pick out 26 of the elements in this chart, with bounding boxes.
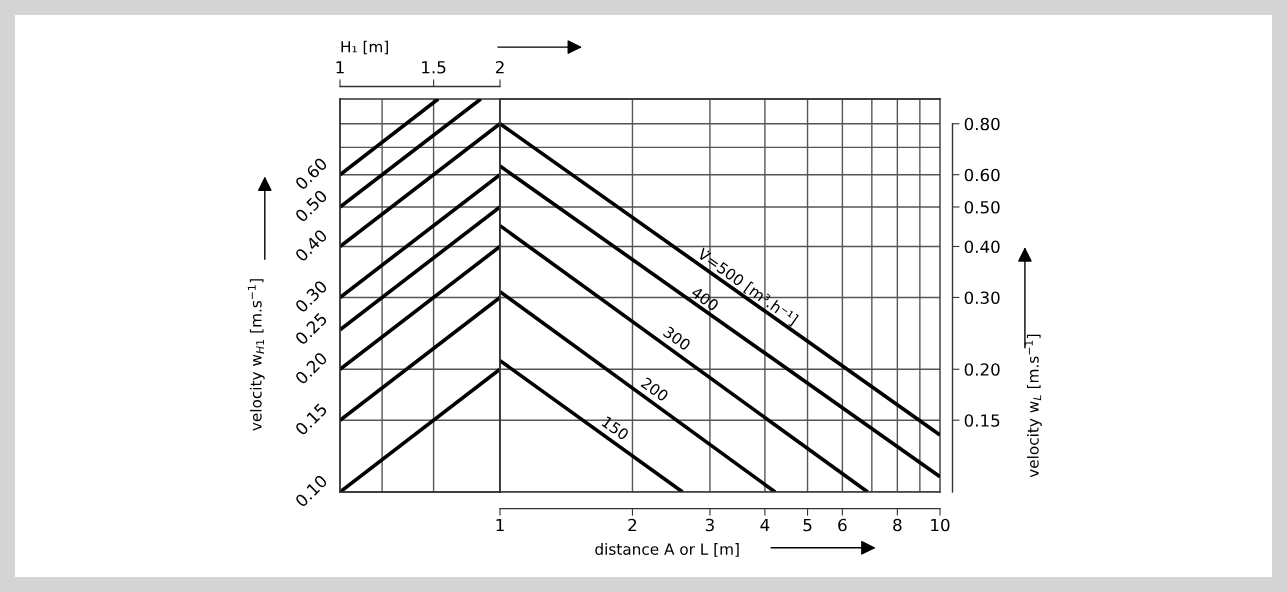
annotation: 300 (662, 325, 692, 351)
x-tick-label: 2 (628, 518, 637, 532)
x-axis-title: distance A or L [m] (595, 543, 739, 557)
y-tick-label: 0.30 (964, 291, 1000, 305)
annotation: 150 (601, 415, 630, 441)
x-tick-label: 1 (496, 518, 504, 532)
y-tick-label: 0.60 (964, 168, 1000, 182)
x-tick-label: 6 (838, 518, 847, 532)
x-tick-label: 4 (760, 518, 770, 532)
x-tick-label: 8 (893, 518, 902, 532)
x-axis-title: H₁ [m] (341, 40, 388, 55)
x-tick-label: 3 (705, 518, 714, 532)
x-tick-label: 1.5 (422, 61, 446, 74)
y-tick-label: 0.15 (964, 414, 1000, 427)
x-tick-label: 10 (931, 518, 950, 532)
annotation: 400 (690, 286, 720, 312)
annotation: 200 (640, 376, 670, 402)
x-tick-label: 5 (803, 518, 812, 532)
y-axis-title: velocity w$_{L}$ [m.s$^{−1}$] (1024, 334, 1042, 478)
y-tick-label: 0.80 (964, 117, 1000, 131)
y-tick-label: 0.50 (964, 200, 1000, 214)
y-tick-label: 0.40 (964, 240, 1000, 254)
y-tick-label: 0.20 (964, 363, 1000, 376)
x-tick-label: 1 (336, 61, 344, 74)
x-tick-label: 2 (495, 60, 504, 74)
y-axis-title: velocity w$_{H1}$ [m.s$^{−1}$] (247, 279, 265, 431)
